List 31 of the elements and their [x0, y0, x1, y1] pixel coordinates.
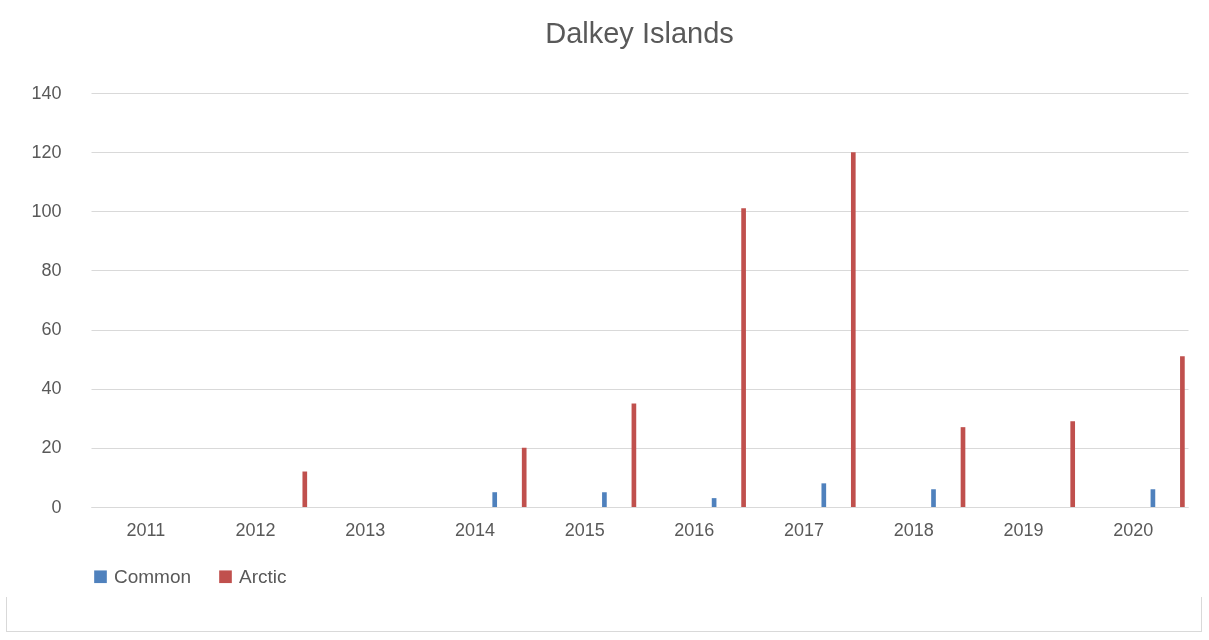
bar [521, 447, 527, 507]
y-tick-label: 100 [31, 200, 62, 221]
legend-label: Common [114, 565, 192, 587]
bar [850, 152, 856, 507]
x-tick-label: 2012 [235, 519, 276, 540]
x-tick-label: 2014 [454, 519, 495, 540]
x-tick-label: 2015 [564, 519, 605, 540]
x-tick-label: 2013 [345, 519, 386, 540]
bar [302, 471, 308, 507]
bar [492, 492, 498, 507]
y-tick-label: 60 [41, 319, 62, 340]
y-tick-label: 40 [41, 378, 62, 399]
y-tick-label: 120 [31, 141, 62, 162]
x-tick-label: 2016 [674, 519, 715, 540]
bar [741, 208, 746, 507]
y-tick-label: 140 [31, 82, 62, 103]
y-tick-label: 0 [51, 496, 62, 517]
x-tick-label: 2017 [784, 519, 825, 540]
x-tick-label: 2019 [1003, 519, 1044, 540]
bar [821, 483, 827, 507]
x-tick-label: 2011 [126, 519, 166, 540]
x-tick-label: 2020 [1113, 519, 1154, 540]
bar [931, 489, 936, 507]
x-tick-label: 2018 [893, 519, 934, 540]
y-tick-label: 80 [41, 259, 62, 280]
bar [1180, 356, 1185, 507]
bar [602, 492, 607, 507]
y-tick-label: 20 [41, 437, 62, 458]
bar [1070, 421, 1076, 507]
legend-label: Arctic [239, 565, 287, 587]
chart-title: Dalkey Islands [545, 17, 734, 49]
